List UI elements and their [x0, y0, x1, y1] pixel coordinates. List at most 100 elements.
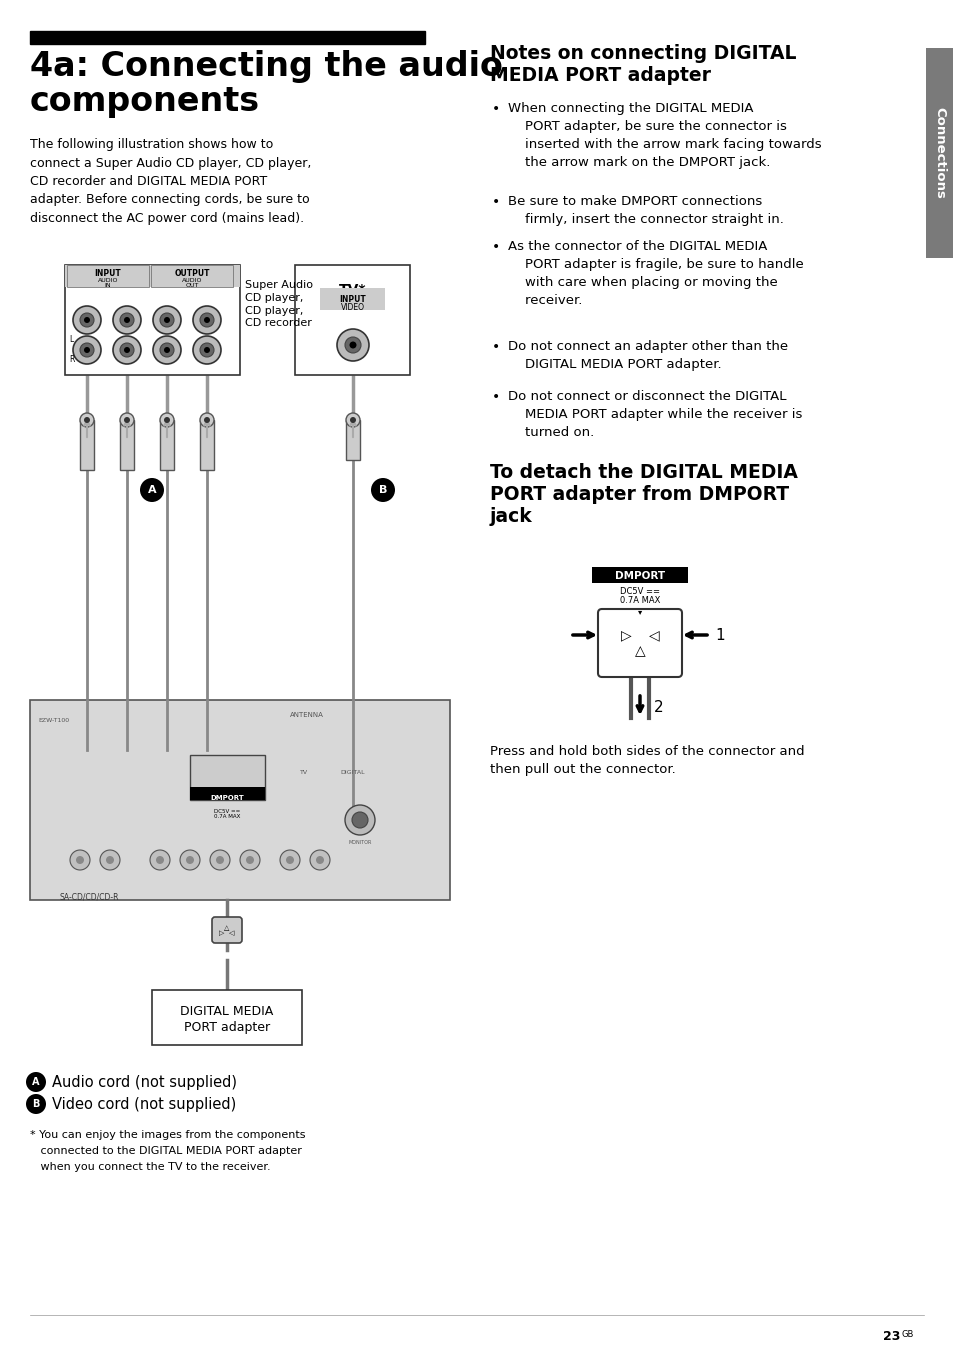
- Circle shape: [246, 856, 253, 864]
- Text: components: components: [30, 85, 260, 118]
- Circle shape: [140, 479, 164, 502]
- Circle shape: [193, 306, 221, 334]
- Circle shape: [100, 850, 120, 869]
- Text: A: A: [32, 1078, 40, 1087]
- Circle shape: [280, 850, 299, 869]
- Circle shape: [156, 856, 164, 864]
- Text: ◁: ◁: [229, 930, 234, 936]
- Text: B: B: [32, 1099, 40, 1109]
- Text: ▾: ▾: [638, 607, 641, 617]
- Bar: [346, 420, 359, 460]
- Circle shape: [84, 416, 90, 423]
- Circle shape: [120, 412, 133, 427]
- Circle shape: [26, 1072, 46, 1092]
- Text: MEDIA PORT adapter: MEDIA PORT adapter: [490, 66, 710, 85]
- Circle shape: [160, 412, 173, 427]
- Circle shape: [345, 804, 375, 836]
- Circle shape: [200, 343, 213, 357]
- Circle shape: [349, 342, 356, 349]
- Circle shape: [26, 1094, 46, 1114]
- Circle shape: [112, 306, 141, 334]
- Bar: [152, 990, 302, 1045]
- Text: TV: TV: [299, 771, 308, 775]
- Circle shape: [84, 316, 90, 323]
- Text: AUDIO
OUT: AUDIO OUT: [182, 279, 202, 288]
- Circle shape: [73, 306, 101, 334]
- Text: △: △: [224, 925, 230, 932]
- Text: DC5V ==
0.7A MAX: DC5V == 0.7A MAX: [213, 808, 240, 819]
- Text: •: •: [492, 101, 499, 116]
- Circle shape: [70, 850, 90, 869]
- Text: The following illustration shows how to
connect a Super Audio CD player, CD play: The following illustration shows how to …: [30, 138, 311, 224]
- Bar: [151, 265, 233, 287]
- Bar: [65, 265, 240, 287]
- Circle shape: [160, 343, 173, 357]
- Circle shape: [350, 416, 355, 423]
- Circle shape: [286, 856, 294, 864]
- Text: * You can enjoy the images from the components: * You can enjoy the images from the comp…: [30, 1130, 305, 1140]
- Bar: [190, 787, 265, 800]
- Text: △: △: [634, 644, 644, 658]
- Text: jack: jack: [490, 507, 532, 526]
- Text: 1: 1: [714, 627, 724, 642]
- Circle shape: [120, 314, 133, 327]
- Text: 2: 2: [654, 700, 663, 715]
- Text: Do not connect or disconnect the DIGITAL
    MEDIA PORT adapter while the receiv: Do not connect or disconnect the DIGITAL…: [507, 389, 801, 439]
- Circle shape: [106, 856, 113, 864]
- Text: VIDEO: VIDEO: [340, 303, 365, 312]
- Circle shape: [346, 412, 359, 427]
- Circle shape: [315, 856, 324, 864]
- Circle shape: [186, 856, 193, 864]
- Text: DMPORT: DMPORT: [615, 571, 664, 581]
- Text: To detach the DIGITAL MEDIA: To detach the DIGITAL MEDIA: [490, 462, 797, 483]
- Text: Notes on connecting DIGITAL: Notes on connecting DIGITAL: [490, 45, 796, 64]
- Text: ▷: ▷: [219, 930, 225, 936]
- Bar: [67, 265, 149, 287]
- Text: MONITOR: MONITOR: [348, 840, 372, 845]
- Circle shape: [204, 316, 210, 323]
- Text: GB: GB: [901, 1330, 913, 1338]
- Circle shape: [164, 316, 170, 323]
- Text: When connecting the DIGITAL MEDIA
    PORT adapter, be sure the connector is
   : When connecting the DIGITAL MEDIA PORT a…: [507, 101, 821, 169]
- Circle shape: [210, 850, 230, 869]
- Circle shape: [164, 347, 170, 353]
- Circle shape: [73, 337, 101, 364]
- Text: Be sure to make DMPORT connections
    firmly, insert the connector straight in.: Be sure to make DMPORT connections firml…: [507, 195, 783, 226]
- Text: DC5V ==: DC5V ==: [619, 587, 659, 596]
- Bar: [190, 754, 265, 800]
- Text: ◁: ◁: [648, 627, 659, 642]
- Circle shape: [124, 316, 130, 323]
- Text: A: A: [148, 485, 156, 495]
- Circle shape: [180, 850, 200, 869]
- Text: •: •: [492, 241, 499, 254]
- Bar: [120, 420, 133, 470]
- Bar: [925, 49, 953, 258]
- Circle shape: [84, 347, 90, 353]
- Text: PORT adapter from DMPORT: PORT adapter from DMPORT: [490, 485, 788, 504]
- Circle shape: [152, 337, 181, 364]
- Text: OUTPUT: OUTPUT: [174, 269, 210, 279]
- Text: Press and hold both sides of the connector and
then pull out the connector.: Press and hold both sides of the connect…: [490, 745, 803, 776]
- Text: L: L: [69, 334, 73, 343]
- Circle shape: [150, 850, 170, 869]
- Text: ANTENNA: ANTENNA: [290, 713, 323, 718]
- Circle shape: [336, 329, 369, 361]
- Text: Do not connect an adapter other than the
    DIGITAL MEDIA PORT adapter.: Do not connect an adapter other than the…: [507, 339, 787, 370]
- Text: •: •: [492, 389, 499, 404]
- Circle shape: [204, 416, 210, 423]
- Circle shape: [204, 347, 210, 353]
- Text: TV*: TV*: [338, 283, 366, 297]
- Bar: [200, 420, 213, 470]
- Text: 23: 23: [882, 1330, 899, 1343]
- Circle shape: [240, 850, 260, 869]
- Text: •: •: [492, 339, 499, 354]
- Text: DMPORT: DMPORT: [210, 795, 244, 800]
- Bar: [592, 566, 687, 583]
- Text: •: •: [492, 195, 499, 210]
- Bar: [294, 265, 410, 375]
- Text: As the connector of the DIGITAL MEDIA
    PORT adapter is fragile, be sure to ha: As the connector of the DIGITAL MEDIA PO…: [507, 241, 803, 307]
- Text: 0.7A MAX: 0.7A MAX: [619, 596, 659, 604]
- Bar: [30, 31, 424, 45]
- Circle shape: [80, 314, 94, 327]
- Text: Video cord (not supplied): Video cord (not supplied): [52, 1096, 236, 1111]
